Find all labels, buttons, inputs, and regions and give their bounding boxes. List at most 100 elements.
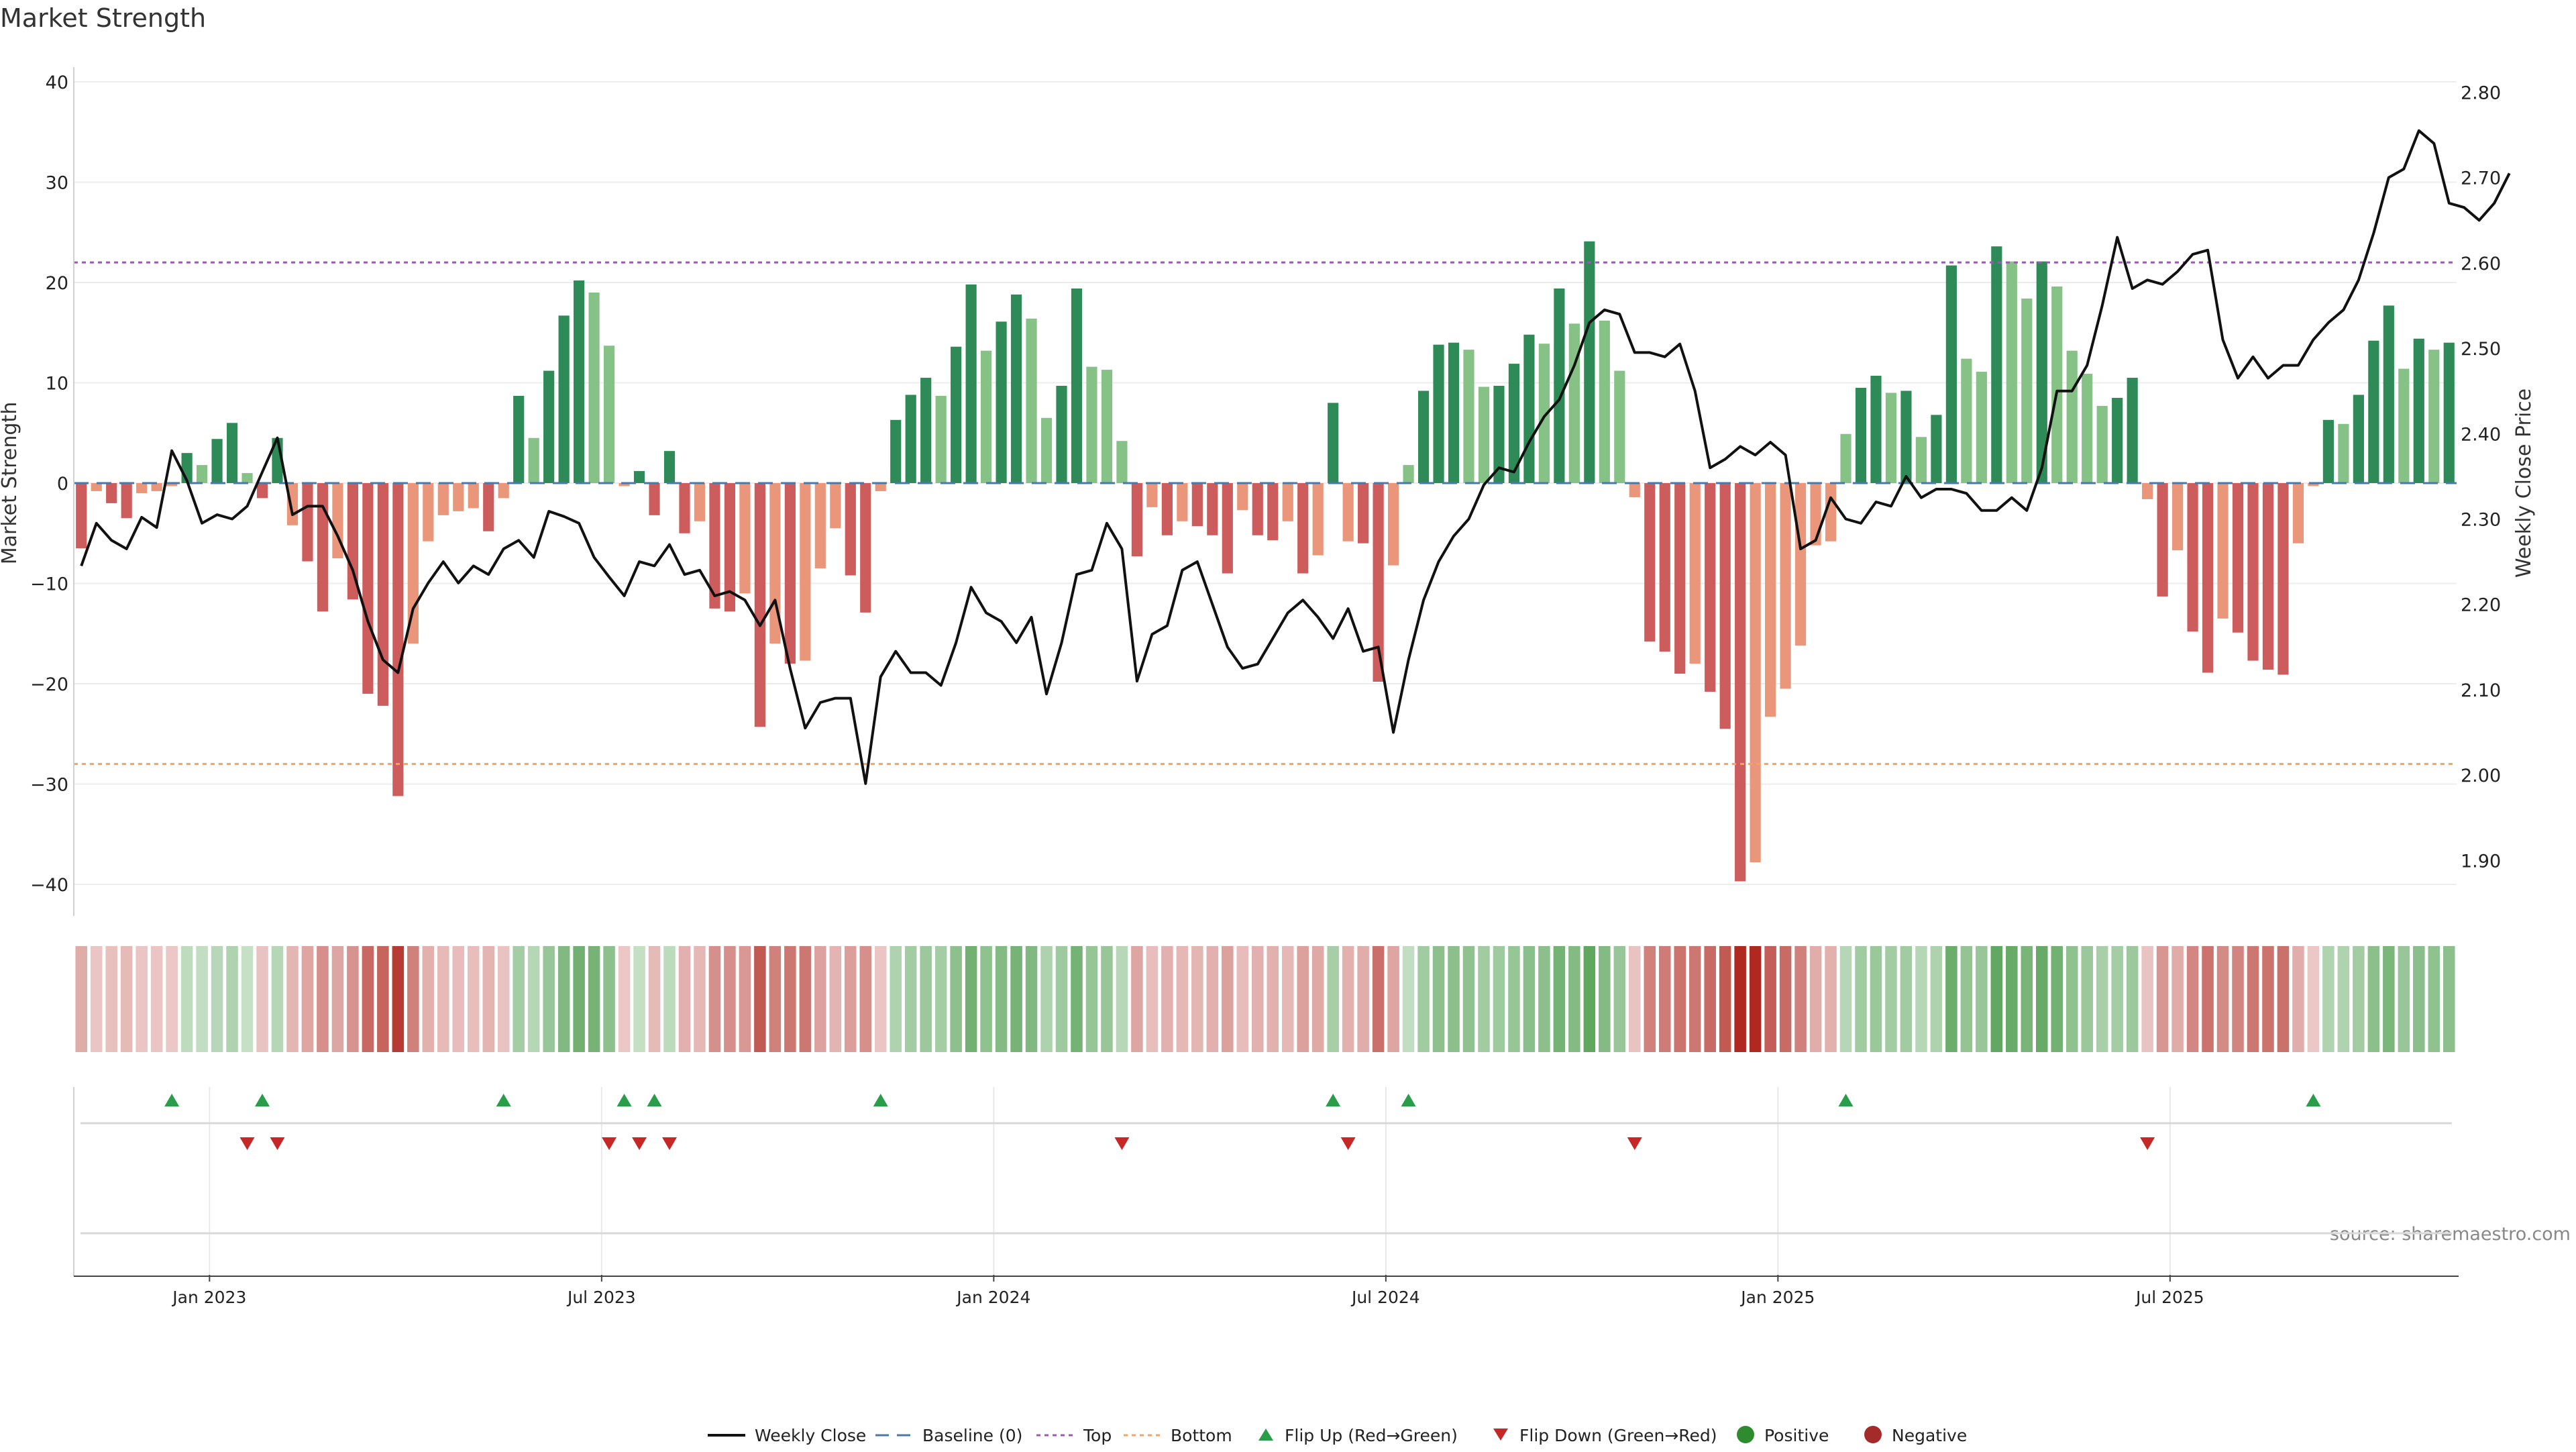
strength-bar bbox=[1282, 483, 1293, 521]
heat-cell bbox=[1311, 946, 1324, 1052]
strength-bar bbox=[1086, 366, 1097, 483]
y-left-tick-label: 40 bbox=[46, 72, 68, 93]
heat-cell bbox=[136, 946, 148, 1052]
heat-cell bbox=[2307, 946, 2320, 1052]
heat-cell bbox=[1236, 946, 1249, 1052]
strength-bar bbox=[1750, 483, 1761, 863]
flip-up-marker bbox=[496, 1094, 511, 1106]
flip-down-marker bbox=[270, 1137, 285, 1150]
heat-cell bbox=[1734, 946, 1746, 1052]
heat-cell bbox=[1704, 946, 1716, 1052]
strength-bar bbox=[1719, 483, 1731, 729]
heat-cell bbox=[2337, 946, 2350, 1052]
strength-bar bbox=[739, 483, 751, 594]
strength-bar bbox=[1237, 483, 1248, 511]
strength-bar bbox=[1674, 483, 1686, 674]
heat-cell bbox=[482, 946, 494, 1052]
strength-bar bbox=[377, 483, 388, 706]
heat-cell bbox=[1327, 946, 1339, 1052]
heat-cell bbox=[362, 946, 374, 1052]
heat-cell bbox=[2065, 946, 2078, 1052]
strength-bar bbox=[2082, 374, 2093, 483]
heat-cell bbox=[1281, 946, 1294, 1052]
legend-triangle-up-icon bbox=[1258, 1429, 1273, 1441]
strength-bar bbox=[2051, 286, 2063, 483]
legend-label: Baseline (0) bbox=[922, 1426, 1022, 1445]
heat-cell bbox=[1749, 946, 1762, 1052]
strength-bars bbox=[76, 241, 2455, 882]
heat-cell bbox=[196, 946, 208, 1052]
heat-cell bbox=[2292, 946, 2304, 1052]
heat-cell bbox=[166, 946, 178, 1052]
strength-bar bbox=[528, 437, 539, 483]
heat-cell bbox=[784, 946, 796, 1052]
heat-cell bbox=[1568, 946, 1580, 1052]
heat-cell bbox=[2141, 946, 2153, 1052]
strength-bar bbox=[2443, 342, 2455, 483]
heat-cell bbox=[2126, 946, 2139, 1052]
heat-cell bbox=[2367, 946, 2380, 1052]
strength-bar bbox=[1328, 403, 1339, 483]
heat-cell bbox=[739, 946, 751, 1052]
y-right-tick-label: 2.40 bbox=[2461, 424, 2501, 445]
heat-cell bbox=[829, 946, 842, 1052]
heat-cell bbox=[256, 946, 268, 1052]
strength-bar bbox=[2036, 261, 2047, 483]
heat-cell bbox=[2036, 946, 2048, 1052]
heat-cell bbox=[75, 946, 88, 1052]
heat-cell bbox=[1085, 946, 1098, 1052]
flip-up-marker bbox=[873, 1094, 888, 1106]
legend-dot-icon bbox=[1864, 1426, 1882, 1443]
heat-cell bbox=[1825, 946, 1837, 1052]
heat-cell bbox=[1040, 946, 1053, 1052]
strength-bar bbox=[1222, 483, 1233, 574]
strength-bar bbox=[1976, 372, 1987, 483]
strength-bar bbox=[1599, 320, 1610, 483]
heat-cell bbox=[226, 946, 238, 1052]
heat-cell bbox=[2006, 946, 2018, 1052]
strength-bar bbox=[1312, 483, 1324, 556]
heat-cell bbox=[769, 946, 782, 1052]
strength-bar bbox=[1252, 483, 1263, 535]
heat-cell bbox=[1538, 946, 1550, 1052]
heat-cell bbox=[708, 946, 721, 1052]
heat-cell bbox=[1251, 946, 1264, 1052]
heat-cell bbox=[1493, 946, 1505, 1052]
heat-cell bbox=[2081, 946, 2093, 1052]
strength-bar bbox=[1915, 437, 1927, 483]
heat-cell bbox=[1357, 946, 1369, 1052]
strength-bar bbox=[2202, 483, 2214, 673]
heat-cell bbox=[2398, 946, 2410, 1052]
heat-cell bbox=[904, 946, 917, 1052]
legend-label: Flip Up (Red→Green) bbox=[1285, 1426, 1458, 1445]
strength-bar bbox=[513, 395, 525, 483]
strength-bar bbox=[2021, 298, 2033, 483]
heat-cell bbox=[1387, 946, 1399, 1052]
heat-cell bbox=[1462, 946, 1475, 1052]
y-left-tick-label: −30 bbox=[30, 775, 68, 796]
flip-up-marker bbox=[1401, 1094, 1416, 1106]
strength-bar bbox=[1840, 433, 1851, 483]
y-right-tick-label: 2.30 bbox=[2461, 509, 2501, 530]
heat-cell bbox=[347, 946, 359, 1052]
heat-cell bbox=[1101, 946, 1113, 1052]
heat-cell bbox=[1674, 946, 1686, 1052]
strength-bar bbox=[1161, 483, 1173, 535]
heat-cell bbox=[452, 946, 465, 1052]
heat-cell bbox=[527, 946, 540, 1052]
strength-bar bbox=[633, 471, 645, 483]
heat-cell bbox=[2216, 946, 2229, 1052]
strength-bar bbox=[392, 483, 404, 796]
heat-cell bbox=[1930, 946, 1943, 1052]
y-right-tick-label: 2.50 bbox=[2461, 339, 2501, 360]
strength-bar bbox=[663, 451, 676, 483]
legend: Weekly Close Baseline (0) Top Bottom Flip Up… bbox=[708, 1426, 1967, 1445]
close-line-layer bbox=[80, 129, 2511, 785]
flip-markers bbox=[164, 1094, 2321, 1150]
heat-cell bbox=[497, 946, 510, 1052]
heat-cell bbox=[317, 946, 329, 1052]
heat-cell bbox=[1342, 946, 1354, 1052]
legend-triangle-down-icon bbox=[1493, 1429, 1508, 1441]
strength-bar bbox=[2096, 405, 2108, 483]
